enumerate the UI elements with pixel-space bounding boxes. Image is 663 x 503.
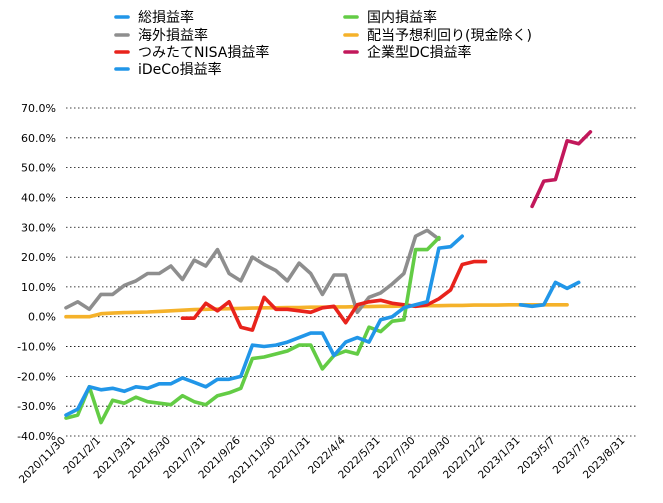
y-tick-label: 50.0% [21, 162, 56, 175]
y-axis: 70.0% 60.0% 50.0% 40.0% 30.0% 20.0% 10.0% 0.0% -… [17, 102, 56, 443]
y-tick-label: 30.0% [21, 221, 56, 234]
x-axis: 2020/11/302021/2/12021/3/312021/5/302021… [17, 434, 628, 486]
y-tick-label: -30.0% [17, 400, 56, 413]
legend-label: つみたてNISA損益率 [138, 44, 269, 61]
series-line-6 [64, 302, 569, 319]
y-tick-label: 0.0% [28, 311, 56, 324]
series-line-1 [64, 234, 465, 417]
legend-label: 配当予想利回り(現金除く) [367, 28, 532, 44]
x-tick-label: 2023/5/7 [516, 435, 558, 477]
y-tick-label: 70.0% [21, 102, 56, 115]
legend-label: 総損益率 [138, 9, 194, 26]
legend-label: iDeCo損益率 [138, 61, 222, 78]
legend-label: 海外損益率 [138, 27, 208, 44]
y-tick-label: 40.0% [21, 191, 56, 204]
series-line-7 [530, 130, 593, 209]
series-layer [64, 130, 593, 425]
y-tick-label: 20.0% [21, 251, 56, 264]
series-line-3 [180, 259, 488, 332]
y-tick-label: -20.0% [17, 370, 56, 383]
legend-label: 企業型DC損益率 [367, 44, 472, 61]
y-tick-label: 10.0% [21, 281, 56, 294]
y-tick-label: 60.0% [21, 132, 56, 145]
series-line-4 [518, 280, 581, 309]
series-line-2 [64, 228, 441, 315]
legend-label: 国内損益率 [367, 9, 437, 26]
y-tick-label: -40.0% [17, 430, 56, 443]
y-tick-label: -10.0% [17, 341, 56, 354]
